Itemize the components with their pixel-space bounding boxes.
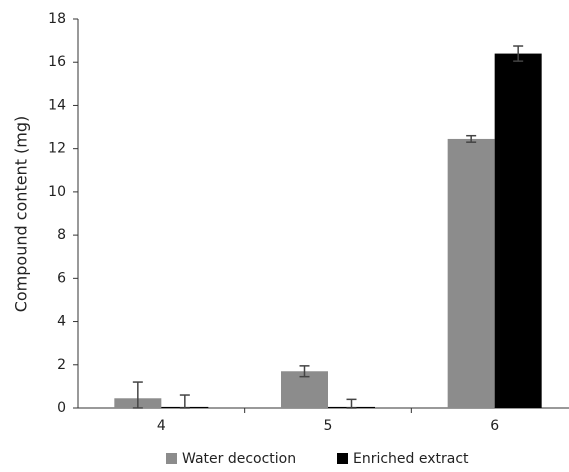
error-bar — [513, 45, 524, 62]
y-tick-label: 18 — [48, 11, 66, 27]
bar — [447, 138, 495, 409]
legend-swatch — [337, 453, 348, 464]
error-bar — [346, 398, 357, 409]
y-tick-label: 6 — [57, 270, 66, 286]
x-tick-label: 6 — [490, 418, 499, 434]
y-tick-label: 14 — [48, 97, 66, 113]
x-tick-label: 4 — [157, 418, 166, 434]
y-tick-label: 2 — [57, 357, 66, 373]
y-tick-label: 0 — [57, 400, 66, 416]
error-bar — [132, 381, 143, 409]
y-tick-label: 8 — [57, 227, 66, 243]
x-tick-label: 5 — [324, 418, 333, 434]
y-tick-label: 4 — [57, 314, 66, 330]
error-bar — [299, 365, 310, 378]
error-bar — [466, 134, 477, 143]
legend-swatch — [166, 453, 177, 464]
y-tick-label: 16 — [48, 54, 66, 70]
y-tick-label: 10 — [48, 184, 66, 200]
y-axis-label: Compound content (mg) — [12, 116, 31, 313]
error-bar — [179, 394, 190, 409]
legend-label: Water decoction — [182, 451, 296, 467]
bar — [494, 53, 542, 408]
legend-label: Enriched extract — [353, 451, 469, 467]
y-tick-label: 12 — [48, 141, 66, 157]
